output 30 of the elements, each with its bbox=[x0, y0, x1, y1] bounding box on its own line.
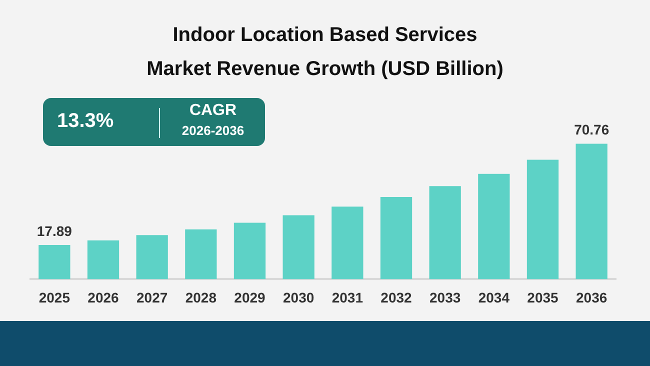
bar bbox=[136, 235, 168, 280]
x-tick-label: 2029 bbox=[234, 289, 266, 306]
x-tick-label: 2030 bbox=[283, 289, 314, 306]
x-tick-label: 2025 bbox=[38, 289, 70, 306]
x-tick-label: 2034 bbox=[478, 289, 510, 306]
x-tick-label: 2027 bbox=[136, 289, 168, 306]
text: CAGR bbox=[188, 102, 238, 120]
bar bbox=[380, 197, 412, 280]
bar bbox=[429, 186, 461, 280]
x-tick-label: 2028 bbox=[185, 289, 217, 306]
x-tick-label: 2033 bbox=[430, 289, 461, 306]
bar bbox=[282, 215, 314, 280]
bar bbox=[332, 206, 364, 280]
bar bbox=[526, 160, 559, 280]
bar bbox=[478, 174, 510, 280]
data-label: 17.89 bbox=[36, 222, 72, 239]
bar bbox=[234, 222, 266, 280]
text: 2026-2036 bbox=[180, 123, 246, 138]
x-tick-label: 2031 bbox=[332, 289, 364, 306]
bar bbox=[38, 244, 70, 280]
x-tick-label: 2026 bbox=[88, 289, 120, 306]
x-tick-label: 2035 bbox=[527, 289, 559, 306]
x-tick-label: 2036 bbox=[576, 289, 608, 306]
x-tick-label: 2032 bbox=[380, 289, 412, 306]
text: 13.3% bbox=[57, 110, 114, 133]
bar bbox=[576, 144, 608, 280]
bar bbox=[87, 240, 120, 280]
chart-title: Indoor Location Based Services Market Revenue Growth (USD Billion) bbox=[146, 23, 504, 82]
data-label: 70.76 bbox=[574, 122, 610, 138]
bar bbox=[185, 229, 217, 280]
